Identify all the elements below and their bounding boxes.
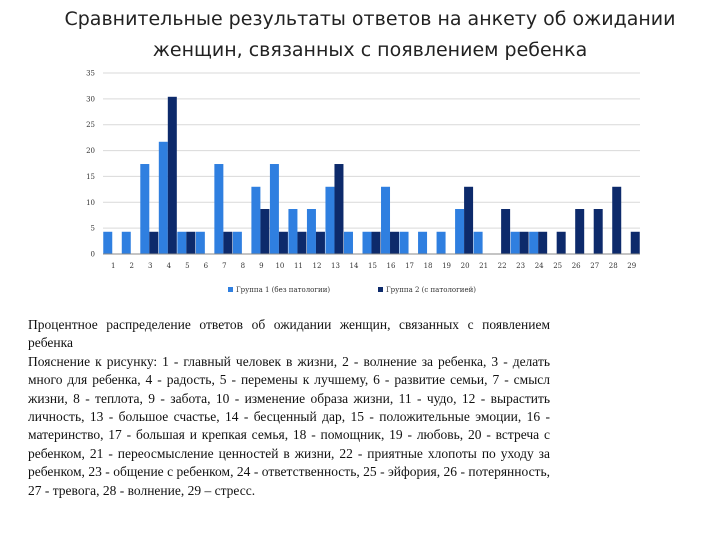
x-tick-label: 3 xyxy=(148,262,152,270)
bar-series-2-cat-10 xyxy=(278,231,288,254)
x-tick-label: 26 xyxy=(572,262,581,270)
y-tick-label: 30 xyxy=(86,95,95,103)
legend-swatch-series-1 xyxy=(228,287,233,292)
x-tick-label: 16 xyxy=(387,262,396,270)
bar-series-1-cat-12 xyxy=(306,209,316,254)
x-tick-label: 8 xyxy=(241,262,245,270)
bar-series-2-cat-29 xyxy=(630,231,640,254)
x-tick-label: 28 xyxy=(609,262,618,270)
x-tick-label: 7 xyxy=(222,262,226,270)
bar-series-2-cat-7 xyxy=(223,231,233,254)
x-tick-label: 29 xyxy=(627,262,636,270)
bar-series-1-cat-8 xyxy=(232,231,242,254)
bar-series-1-cat-18 xyxy=(418,231,428,254)
legend: Группа 1 (без патологии) Группа 2 (с пато… xyxy=(228,286,476,294)
x-tick-label: 15 xyxy=(368,262,377,270)
y-tick-label: 25 xyxy=(86,121,95,129)
y-axis-tick-labels: 0 5 10 15 20 25 30 35 xyxy=(86,70,95,259)
figure-explanation: Пояснение к рисунку: 1 - главный человек… xyxy=(28,353,550,498)
bar-series-1-cat-4 xyxy=(158,141,168,254)
figure-caption: Процентное распределение ответов об ожид… xyxy=(28,317,550,351)
bar-series-2-cat-23 xyxy=(519,231,529,254)
bar-series-2-cat-15 xyxy=(371,231,381,254)
bar-series-2-cat-20 xyxy=(464,186,474,254)
bar-series-2-cat-11 xyxy=(297,231,307,254)
y-tick-label: 5 xyxy=(91,225,95,233)
bar-series-1-cat-7 xyxy=(214,164,224,254)
bar-series-2-cat-12 xyxy=(315,231,325,254)
y-tick-label: 10 xyxy=(86,199,95,207)
y-tick-label: 0 xyxy=(91,251,95,259)
bar-series-1-cat-14 xyxy=(343,231,353,254)
bar-series-1-cat-24 xyxy=(529,231,539,254)
bar-series-2-cat-3 xyxy=(149,231,159,254)
bar-series-1-cat-6 xyxy=(195,231,205,254)
x-tick-label: 11 xyxy=(294,262,303,270)
chart-title-line-1: Сравнительные результаты ответов на анке… xyxy=(64,8,676,30)
bar-series-1-cat-23 xyxy=(510,231,520,254)
x-tick-label: 1 xyxy=(111,262,115,270)
bar-series-1-cat-16 xyxy=(381,186,391,254)
bar-series-1-cat-11 xyxy=(288,209,298,254)
legend-swatch-series-2 xyxy=(378,287,383,292)
y-tick-label: 15 xyxy=(86,173,95,181)
bar-series-2-cat-16 xyxy=(390,231,400,254)
x-tick-label: 4 xyxy=(167,262,172,270)
x-tick-label: 18 xyxy=(424,262,433,270)
bar-series-1-cat-2 xyxy=(121,231,131,254)
x-tick-label: 10 xyxy=(275,262,284,270)
y-tick-label: 35 xyxy=(86,70,95,78)
bar-series-2-cat-13 xyxy=(334,164,344,254)
bar-series-2-cat-26 xyxy=(575,209,585,254)
x-tick-label: 20 xyxy=(461,262,470,270)
grid-lines xyxy=(103,72,640,229)
chart-title-line-2: женщин, связанных с появлением ребенка xyxy=(152,39,588,61)
bar-series-2-cat-9 xyxy=(260,209,270,254)
x-tick-label: 24 xyxy=(535,262,544,270)
bar-series-1-cat-15 xyxy=(362,231,372,254)
x-tick-label: 14 xyxy=(350,262,359,270)
x-tick-label: 12 xyxy=(312,262,321,270)
bar-series-2-cat-4 xyxy=(167,96,177,254)
bar-series-2-cat-27 xyxy=(593,209,603,254)
x-tick-label: 22 xyxy=(498,262,507,270)
legend-label-series-1: Группа 1 (без патологии) xyxy=(236,286,330,294)
bar-series-1-cat-19 xyxy=(436,231,446,254)
bar-series-1-cat-21 xyxy=(473,231,483,254)
bar-series-2-cat-5 xyxy=(186,231,196,254)
chart-title: Сравнительные результаты ответов на анке… xyxy=(60,4,680,66)
bar-series-2-cat-28 xyxy=(612,186,622,254)
bar-series-1-cat-17 xyxy=(399,231,409,254)
x-tick-label: 6 xyxy=(204,262,209,270)
y-tick-label: 20 xyxy=(86,147,95,155)
bars xyxy=(103,96,640,254)
bar-series-2-cat-22 xyxy=(501,209,511,254)
x-tick-label: 25 xyxy=(553,262,562,270)
legend-label-series-2: Группа 2 (с патологией) xyxy=(386,286,476,294)
bar-series-1-cat-20 xyxy=(455,209,465,254)
x-tick-label: 23 xyxy=(516,262,525,270)
bar-series-1-cat-9 xyxy=(251,186,261,254)
bar-series-2-cat-25 xyxy=(556,231,566,254)
bar-series-1-cat-13 xyxy=(325,186,335,254)
bar-series-1-cat-1 xyxy=(103,231,113,254)
x-tick-label: 27 xyxy=(590,262,599,270)
bar-series-1-cat-3 xyxy=(140,164,150,254)
bar-series-1-cat-5 xyxy=(177,231,187,254)
x-tick-label: 5 xyxy=(185,262,189,270)
bar-series-2-cat-24 xyxy=(538,231,548,254)
figure-caption-block: Процентное распределение ответов об ожид… xyxy=(28,316,550,500)
x-axis-tick-labels: 1 2 3 4 5 6 7 8 9 10 11 12 13 14 15 16 17 18 19 20 21 22 23 24 2… xyxy=(111,262,636,270)
x-tick-label: 9 xyxy=(259,262,263,270)
x-tick-label: 17 xyxy=(405,262,414,270)
bar-series-1-cat-10 xyxy=(269,164,279,254)
x-tick-label: 13 xyxy=(331,262,340,270)
x-tick-label: 19 xyxy=(442,262,451,270)
x-tick-label: 21 xyxy=(479,262,488,270)
x-tick-label: 2 xyxy=(130,262,134,270)
